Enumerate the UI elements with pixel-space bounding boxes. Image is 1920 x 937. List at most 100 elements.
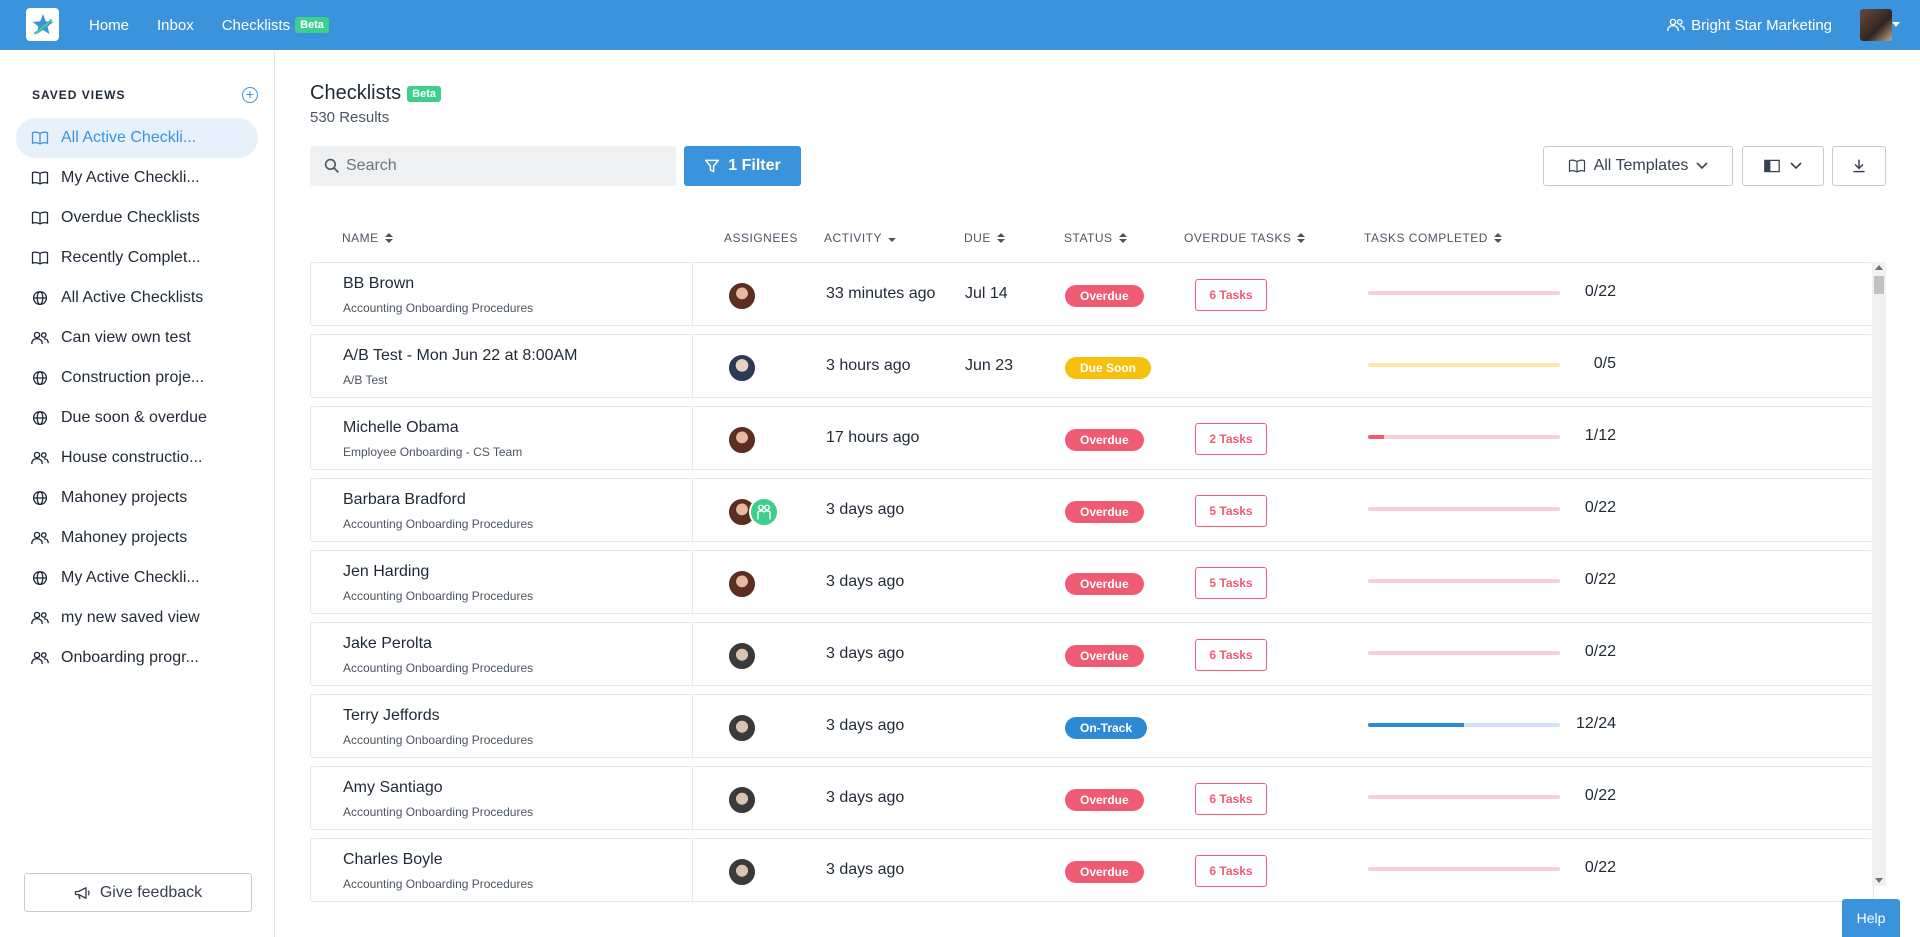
saved-view-item[interactable]: Mahoney projects [16,478,258,518]
table-row[interactable]: Barbara Bradford Accounting Onboarding Pr… [310,478,1874,542]
users-icon [30,528,50,548]
columns-icon [1764,159,1780,173]
assignee-avatar[interactable] [727,281,757,311]
saved-view-item[interactable]: Overdue Checklists [16,198,258,238]
assignee-avatar[interactable] [727,785,757,815]
checklist-name[interactable]: Jen Harding [343,563,430,580]
assignee-avatar[interactable] [727,641,757,671]
saved-view-item[interactable]: Construction proje... [16,358,258,398]
scrollbar[interactable] [1872,262,1886,886]
column-header-status[interactable]: STATUS [1064,231,1127,245]
saved-view-item[interactable]: Onboarding progr... [16,638,258,678]
nav-inbox[interactable]: Inbox [157,16,194,34]
saved-view-item[interactable]: House constructio... [16,438,258,478]
saved-view-label: All Active Checklists [61,289,204,306]
column-header-overdue-tasks[interactable]: OVERDUE TASKS [1184,231,1306,245]
column-header-name-label: NAME [342,231,379,245]
assignee-avatar[interactable] [727,353,757,383]
chevron-down-icon[interactable] [1892,22,1900,27]
book-icon [30,248,50,268]
saved-view-item[interactable]: my new saved view [16,598,258,638]
scroll-down-arrow-icon[interactable] [1875,878,1883,883]
column-header-tasks-completed[interactable]: TASKS COMPLETED [1364,231,1502,245]
assignee-avatar[interactable] [727,425,757,455]
nav-home[interactable]: Home [89,16,130,34]
checklist-name[interactable]: Terry Jeffords [343,707,440,724]
table-row[interactable]: BB Brown Accounting Onboarding Procedures… [310,262,1874,326]
saved-view-item[interactable]: Mahoney projects [16,518,258,558]
overdue-tasks-button[interactable]: 6 Tasks [1195,783,1267,815]
help-button[interactable]: Help [1842,899,1900,937]
main-content: Checklists Beta 530 Results 1 Filter All… [276,50,1920,937]
checklist-name[interactable]: BB Brown [343,275,415,292]
download-icon [1853,159,1865,173]
due-date: Jul 14 [965,285,1008,302]
status-badge: Overdue [1065,789,1144,811]
scroll-up-arrow-icon[interactable] [1875,265,1883,270]
table-row[interactable]: Jake Perolta Accounting Onboarding Proced… [310,622,1874,686]
filter-button[interactable]: 1 Filter [684,146,801,186]
table-row[interactable]: Charles Boyle Accounting Onboarding Proce… [310,838,1874,902]
overdue-tasks-button[interactable]: 5 Tasks [1195,567,1267,599]
assignee-avatar[interactable] [727,713,757,743]
give-feedback-button[interactable]: Give feedback [24,873,252,912]
checklist-name[interactable]: Charles Boyle [343,851,443,868]
checklist-name[interactable]: Amy Santiago [343,779,443,796]
template-name: Accounting Onboarding Procedures [343,661,534,675]
columns-dropdown[interactable] [1742,146,1824,186]
column-header-name[interactable]: NAME [342,231,393,245]
column-header-tasks-completed-label: TASKS COMPLETED [1364,231,1488,245]
saved-view-item[interactable]: Recently Complet... [16,238,258,278]
saved-view-item[interactable]: My Active Checkli... [16,558,258,598]
table-row[interactable]: Amy Santiago Accounting Onboarding Proced… [310,766,1874,830]
saved-view-item[interactable]: My Active Checkli... [16,158,258,198]
column-header-due[interactable]: DUE [964,231,1005,245]
assignee-avatar[interactable] [727,569,757,599]
checklist-name[interactable]: Jake Perolta [343,635,432,652]
add-saved-view-icon[interactable]: + [242,87,258,103]
table-row[interactable]: Michelle Obama Employee Onboarding - CS T… [310,406,1874,470]
saved-view-item[interactable]: Can view own test [16,318,258,358]
assignee-avatar[interactable] [727,857,757,887]
search-input[interactable] [346,157,646,175]
download-button[interactable] [1832,146,1886,186]
team-avatar [749,497,779,527]
globe-icon [30,408,50,428]
saved-view-item[interactable]: All Active Checklists [16,278,258,318]
table-row[interactable]: Terry Jeffords Accounting Onboarding Proc… [310,694,1874,758]
progress-bar [1368,579,1560,583]
templates-dropdown[interactable]: All Templates [1543,146,1733,186]
table-row[interactable]: Jen Harding Accounting Onboarding Procedu… [310,550,1874,614]
saved-view-label: My Active Checkli... [61,569,200,586]
main-nav: Home Inbox Checklists Beta [89,0,357,50]
checklist-name[interactable]: Barbara Bradford [343,491,466,508]
saved-view-label: Onboarding progr... [61,649,199,666]
app-logo[interactable] [26,8,59,41]
checklist-name[interactable]: A/B Test - Mon Jun 22 at 8:00AM [343,347,578,364]
overdue-tasks-button[interactable]: 6 Tasks [1195,279,1267,311]
results-count: 530 Results [310,109,390,126]
overdue-tasks-button[interactable]: 6 Tasks [1195,639,1267,671]
nav-checklists[interactable]: Checklists Beta [222,17,329,34]
user-avatar[interactable] [1860,9,1892,41]
saved-view-label: Due soon & overdue [61,409,207,426]
overdue-tasks-button[interactable]: 2 Tasks [1195,423,1267,455]
scrollbar-thumb[interactable] [1874,276,1884,294]
organization-switcher[interactable]: Bright Star Marketing [1667,0,1832,50]
table-row[interactable]: A/B Test - Mon Jun 22 at 8:00AM A/B Test 3… [310,334,1874,398]
saved-views-list: All Active Checkli... My Active Checkli..… [16,118,258,678]
saved-view-item[interactable]: Due soon & overdue [16,398,258,438]
column-header-assignees: ASSIGNEES [724,231,798,245]
name-cell: Barbara Bradford Accounting Onboarding Pr… [311,479,693,541]
name-cell: A/B Test - Mon Jun 22 at 8:00AM A/B Test [311,335,693,397]
activity-time: 3 days ago [826,573,905,590]
globe-icon [30,568,50,588]
sidebar: SAVED VIEWS + All Active Checkli... My Ac… [0,50,275,937]
saved-view-item[interactable]: All Active Checkli... [16,118,258,158]
column-header-status-label: STATUS [1064,231,1113,245]
overdue-tasks-button[interactable]: 5 Tasks [1195,495,1267,527]
status-badge: Overdue [1065,285,1144,307]
overdue-tasks-button[interactable]: 6 Tasks [1195,855,1267,887]
column-header-activity[interactable]: ACTIVITY [824,231,897,245]
checklist-name[interactable]: Michelle Obama [343,419,459,436]
